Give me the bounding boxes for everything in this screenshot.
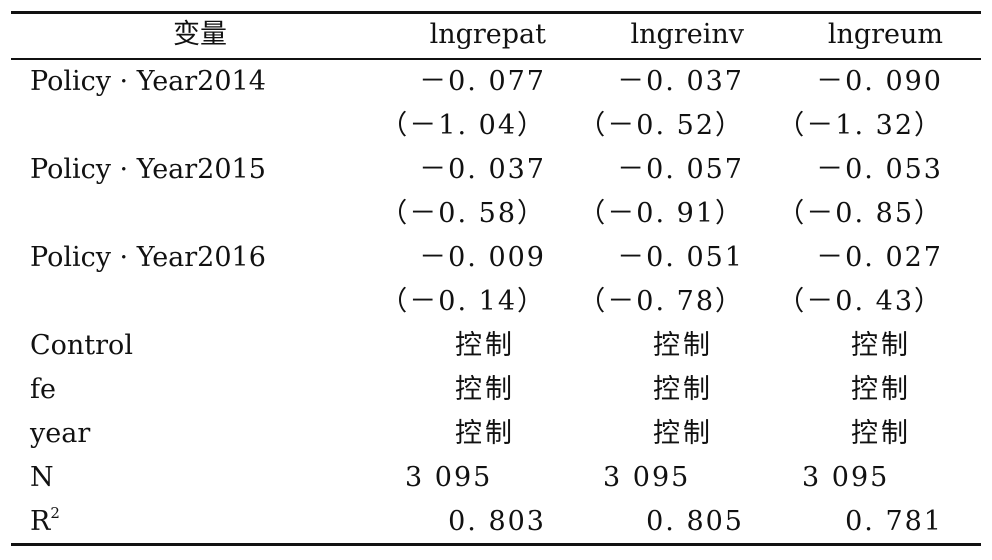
tstat-cell: （－0. 91）	[578, 198, 744, 229]
r2-cell: 0. 781	[845, 506, 943, 537]
row-label: year	[30, 418, 91, 449]
header-row: 变量 lngrepat lngreinv lngreum	[0, 13, 992, 57]
table-row: fe 控制 控制 控制	[0, 368, 992, 412]
header-col-lngrepat: lngrepat	[429, 19, 546, 50]
coef-cell: －0. 037	[617, 66, 744, 97]
tstat-cell: （－1. 04）	[380, 110, 546, 141]
row-label: Policy · Year2014	[30, 66, 266, 97]
control-cell: 控制	[851, 418, 911, 449]
row-label: fe	[30, 374, 56, 405]
table-row: N 3 095 3 095 3 095	[0, 456, 992, 500]
row-label: Control	[30, 330, 133, 361]
table-row: Policy · Year2015 －0. 037 －0. 057 －0. 05…	[0, 148, 992, 192]
r2-cell: 0. 803	[448, 506, 546, 537]
table-row: Control 控制 控制 控制	[0, 324, 992, 368]
table-row: Policy · Year2014 －0. 077 －0. 037 －0. 09…	[0, 60, 992, 104]
r2-cell: 0. 805	[646, 506, 744, 537]
tstat-cell: （－0. 14）	[380, 286, 546, 317]
bottom-rule	[11, 543, 981, 546]
header-col-lngreinv: lngreinv	[630, 19, 744, 50]
coef-cell: －0. 037	[419, 154, 546, 185]
control-cell: 控制	[455, 330, 515, 361]
table-row: （－0. 14） （－0. 78） （－0. 43）	[0, 280, 992, 324]
tstat-cell: （－0. 78）	[578, 286, 744, 317]
control-cell: 控制	[653, 418, 713, 449]
coef-cell: －0. 090	[816, 66, 943, 97]
n-cell: 3 095	[603, 462, 691, 493]
tstat-cell: （－0. 52）	[578, 110, 744, 141]
control-cell: 控制	[653, 374, 713, 405]
row-label: Policy · Year2015	[30, 154, 266, 185]
coef-cell: －0. 053	[816, 154, 943, 185]
top-rule	[11, 11, 981, 14]
coef-cell: －0. 051	[617, 242, 744, 273]
control-cell: 控制	[851, 330, 911, 361]
row-label: N	[30, 462, 54, 493]
r-label: R	[30, 506, 51, 537]
table-row: year 控制 控制 控制	[0, 412, 992, 456]
coef-cell: －0. 009	[419, 242, 546, 273]
header-variable: 变量	[173, 19, 227, 50]
row-label: Policy · Year2016	[30, 242, 266, 273]
table-row: Policy · Year2016 －0. 009 －0. 051 －0. 02…	[0, 236, 992, 280]
tstat-cell: （－0. 85）	[777, 198, 943, 229]
tstat-cell: （－0. 43）	[777, 286, 943, 317]
control-cell: 控制	[653, 330, 713, 361]
coef-cell: －0. 057	[617, 154, 744, 185]
tstat-cell: （－1. 32）	[777, 110, 943, 141]
control-cell: 控制	[455, 374, 515, 405]
control-cell: 控制	[455, 418, 515, 449]
table-row: R2 0. 803 0. 805 0. 781	[0, 500, 992, 544]
n-cell: 3 095	[405, 462, 493, 493]
control-cell: 控制	[851, 374, 911, 405]
header-rule	[11, 58, 981, 60]
r-squared-superscript: 2	[50, 504, 60, 522]
table-row: （－0. 58） （－0. 91） （－0. 85）	[0, 192, 992, 236]
n-cell: 3 095	[802, 462, 890, 493]
coef-cell: －0. 027	[816, 242, 943, 273]
tstat-cell: （－0. 58）	[380, 198, 546, 229]
header-col-lngreum: lngreum	[827, 19, 943, 50]
table-row: （－1. 04） （－0. 52） （－1. 32）	[0, 104, 992, 148]
row-label-r-squared: R2	[30, 500, 60, 544]
coef-cell: －0. 077	[419, 66, 546, 97]
